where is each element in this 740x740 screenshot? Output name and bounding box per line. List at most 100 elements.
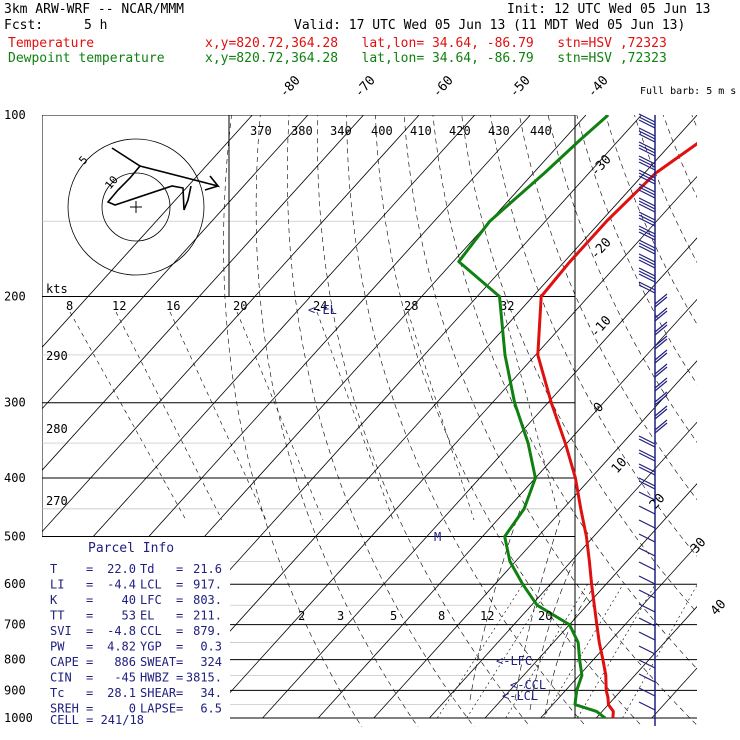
level-marker: <-CCL (510, 678, 546, 692)
wind-barb (638, 270, 656, 280)
theta-label: 280 (46, 422, 68, 436)
wind-barb (654, 293, 668, 305)
parcel-key: PW (50, 640, 65, 654)
wind-barb (638, 505, 656, 515)
wind-barb (638, 197, 656, 207)
wind-barb (638, 158, 656, 168)
mixing-ratio-label: 8 (438, 609, 445, 623)
wind-barb (638, 183, 656, 193)
wind-barb (654, 335, 668, 347)
hodograph-ring-label: 5 (76, 153, 90, 166)
wind-barb (638, 645, 656, 655)
isotherm-line (42, 115, 364, 471)
wind-barb (638, 631, 656, 641)
wind-barb (638, 547, 656, 557)
parcel-eq: = (86, 702, 93, 716)
parcel-value: 0 (129, 702, 136, 716)
parcel-key: SVI (50, 624, 72, 638)
wind-barb (638, 435, 656, 445)
dry-adiabat-line (255, 115, 419, 727)
theta-label: 340 (330, 124, 352, 138)
wind-barb (638, 659, 656, 669)
wind-barb (638, 256, 656, 266)
parcel-value: 34. (200, 686, 222, 700)
parcel-key: LAPSE (140, 702, 176, 716)
dry-adiabat-line (461, 115, 697, 614)
hodograph-speed-label: 24 (313, 299, 327, 313)
isotherm-line (429, 421, 697, 719)
parcel-value: 324 (200, 655, 222, 669)
wind-barb (638, 687, 656, 697)
wind-barb (638, 147, 656, 157)
parcel-key: T (50, 562, 57, 576)
level-marker: <-LFC (496, 654, 532, 668)
wind-barb (654, 405, 668, 417)
isotherm-line (595, 606, 697, 719)
dry-adiabat-line (317, 115, 531, 727)
hodograph-speed-guide (169, 311, 267, 521)
wind-barb (638, 491, 656, 501)
wind-barb (638, 449, 656, 459)
hodograph-speed-label: 8 (66, 299, 73, 313)
dry-adiabat-line (691, 115, 697, 129)
wind-barb (638, 189, 656, 199)
isotherm-label: -60 (430, 73, 457, 100)
wind-barb (654, 380, 668, 392)
theta-label: 370 (250, 124, 272, 138)
theta-label: 430 (488, 124, 510, 138)
parcel-value: -4.8 (107, 624, 136, 638)
wind-barb (638, 144, 656, 154)
forecast-hours: 5 h (84, 18, 108, 33)
wind-barb (654, 307, 668, 319)
hodograph-ring (67, 138, 205, 276)
parcel-key: TT (50, 609, 64, 623)
wind-barb (638, 169, 656, 179)
isotherm-line (42, 115, 420, 533)
parcel-key: LCL (140, 578, 162, 592)
isotherm-label: -30 (588, 152, 615, 179)
parcel-eq: = (176, 609, 183, 623)
parcel-value: 0.3 (200, 640, 222, 654)
dewpoint-profile (457, 115, 610, 720)
wind-barb (638, 673, 656, 683)
mixing-ratio-label: 5 (390, 609, 397, 623)
parcel-box (42, 537, 230, 727)
level-marker: <-LCL (502, 689, 538, 703)
parcel-key: SWEAT (140, 655, 176, 669)
temperature-legend: Temperature (8, 36, 95, 51)
dry-adiabat-line (287, 115, 475, 727)
theta-label: 440 (530, 124, 552, 138)
hodograph-speed-label: 28 (404, 299, 418, 313)
hodograph-ring (101, 172, 171, 242)
dewpoint-legend: Dewpoint temperature (8, 51, 165, 66)
mixing-ratio-label: 3 (337, 609, 344, 623)
hodograph-speed-guide (115, 311, 223, 521)
wind-barb (638, 175, 656, 185)
parcel-eq: = (86, 609, 93, 623)
wind-barb (638, 477, 656, 487)
wind-barb (654, 366, 668, 378)
temperature-profile (536, 141, 697, 719)
wind-barb (638, 133, 656, 143)
level-marker: <-EL (308, 303, 337, 317)
hodograph-speed-guide (316, 311, 394, 521)
model-title: 3km ARW-WRF -- NCAR/MMM (4, 2, 185, 17)
mixing-ratio-line (505, 584, 588, 719)
forecast-label: Fcst: (4, 18, 44, 33)
dry-adiabat-line (662, 115, 697, 198)
wind-barb (638, 211, 656, 221)
parcel-eq: = (176, 686, 183, 700)
wind-barb (654, 352, 668, 364)
theta-label: 270 (46, 494, 68, 508)
parcel-eq: = (176, 593, 183, 607)
mixing-ratio-label: 20 (538, 609, 552, 623)
dewpoint-location: x,y=820.72,364.28 lat,lon= 34.64, -86.79… (205, 51, 667, 66)
dry-adiabat-line (223, 115, 363, 727)
hodograph-speed-guide (69, 311, 187, 521)
wind-barb (638, 603, 656, 613)
wind-barb (638, 561, 656, 571)
parcel-value: 917. (193, 578, 222, 592)
parcel-value: -45 (114, 671, 136, 685)
wind-barb (638, 130, 656, 140)
parcel-key: CAPE (50, 655, 79, 669)
